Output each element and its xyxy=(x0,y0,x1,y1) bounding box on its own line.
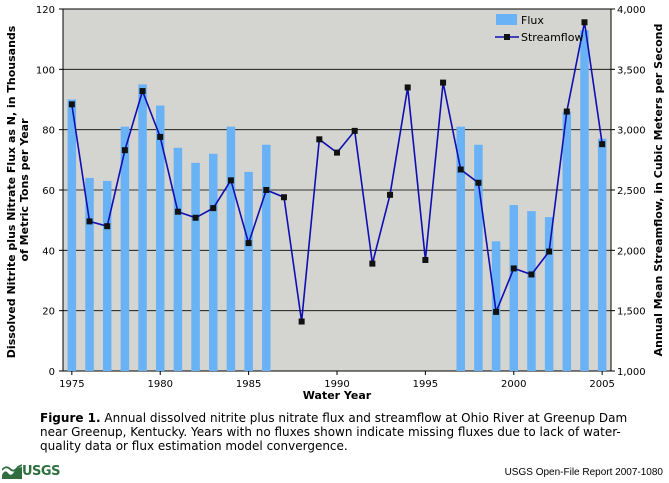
streamflow-point-1989 xyxy=(316,136,323,143)
flux-bar-1982 xyxy=(191,162,200,371)
right-axis-title: Annual Mean Streamflow, in Cubic Meters … xyxy=(652,24,665,357)
flux-bar-1983 xyxy=(209,153,218,371)
flux-bar-2005 xyxy=(597,138,607,371)
streamflow-point-1990 xyxy=(334,149,340,156)
flux-bar-1984 xyxy=(226,126,236,372)
flux-bar-2002 xyxy=(544,217,554,371)
legend-streamflow-marker xyxy=(504,34,510,40)
flux-bar-1998 xyxy=(474,144,483,371)
figure-caption-text: Annual dissolved nitrite plus nitrate fl… xyxy=(40,411,628,453)
streamflow-point-1987 xyxy=(280,194,287,201)
streamflow-point-1993 xyxy=(387,191,394,198)
left-axis-title-line-2: of Metric Tons per Year xyxy=(18,118,31,262)
left-tick-label-80: 80 xyxy=(42,126,55,137)
left-axis-title-line-1: Dissolved Nitrite plus Nitrate Flux as N… xyxy=(5,25,18,358)
streamflow-point-1998 xyxy=(475,179,482,186)
streamflow-point-2002 xyxy=(546,248,553,255)
legend-streamflow-label: Streamflow xyxy=(521,31,583,44)
streamflow-point-1978 xyxy=(121,147,128,154)
streamflow-point-1995 xyxy=(422,256,429,263)
flux-bar-1981 xyxy=(173,147,183,371)
streamflow-point-1985 xyxy=(245,240,252,247)
streamflow-point-2004 xyxy=(581,19,588,26)
right-tick-label-3000: 3,000 xyxy=(617,126,646,137)
flux-bar-1975 xyxy=(67,99,77,371)
x-tick-label-2005: 2005 xyxy=(589,379,614,390)
flux-bar-1977 xyxy=(102,180,112,371)
streamflow-point-1982 xyxy=(192,214,199,221)
flux-bar-1976 xyxy=(85,177,94,371)
left-tick-label-20: 20 xyxy=(42,307,55,318)
streamflow-point-1979 xyxy=(139,88,146,95)
left-tick-label-120: 120 xyxy=(36,5,55,16)
streamflow-point-1992 xyxy=(369,260,376,267)
right-tick-label-4000: 4,000 xyxy=(617,5,646,16)
streamflow-point-1999 xyxy=(493,308,500,315)
streamflow-line xyxy=(68,19,606,325)
right-tick-label-1000: 1,000 xyxy=(617,367,646,378)
streamflow-point-1975 xyxy=(68,101,75,108)
streamflow-point-1977 xyxy=(104,223,111,230)
streamflow-point-1997 xyxy=(457,166,464,173)
x-tick-label-2000: 2000 xyxy=(501,379,526,390)
streamflow-point-1996 xyxy=(440,79,447,86)
x-axis-title: Water Year xyxy=(303,389,372,402)
x-tick-label-1975: 1975 xyxy=(59,379,84,390)
flux-bar-2001 xyxy=(527,211,536,371)
x-axis-ticks: 1975 1980 1985 1990 1995 2000 2005 xyxy=(59,371,615,390)
streamflow-point-2000 xyxy=(510,265,517,272)
legend: Flux Streamflow xyxy=(495,14,583,44)
flux-bar-1985 xyxy=(244,171,253,371)
streamflow-point-1976 xyxy=(86,218,93,225)
right-tick-label-3500: 3,500 xyxy=(617,65,646,76)
left-axis-ticks: 0 20 40 60 80 100 120 xyxy=(36,5,63,378)
left-tick-label-0: 0 xyxy=(49,367,55,378)
x-tick-label-1995: 1995 xyxy=(413,379,438,390)
flux-bar-1986 xyxy=(262,144,271,371)
figure-caption: Figure 1. Annual dissolved nitrite plus … xyxy=(40,411,640,453)
streamflow-point-2005 xyxy=(599,141,606,148)
streamflow-point-1983 xyxy=(210,205,217,212)
figure-caption-label: Figure 1. xyxy=(40,411,101,425)
streamflow-point-2003 xyxy=(563,108,570,115)
flux-bar-2000 xyxy=(509,205,519,371)
combo-chart: 1975 1980 1985 1990 1995 2000 2005 0 20 40 60 80 10… xyxy=(5,5,665,402)
flux-bar-1979 xyxy=(138,84,147,372)
x-tick-label-1980: 1980 xyxy=(147,379,172,390)
right-axis-ticks: 1,000 1,500 2,000 2,500 3,000 3,500 4,000 xyxy=(611,5,646,378)
usgs-logo-text: USGS xyxy=(22,463,60,479)
flux-bar-1980 xyxy=(155,105,165,372)
streamflow-point-2001 xyxy=(528,271,535,278)
left-tick-label-60: 60 xyxy=(42,186,55,197)
streamflow-point-1991 xyxy=(351,127,358,134)
usgs-wave-icon xyxy=(2,464,22,479)
flux-bar-2004 xyxy=(580,30,589,371)
left-tick-label-100: 100 xyxy=(36,65,55,76)
flux-bar-1997 xyxy=(456,126,465,372)
right-tick-label-2500: 2,500 xyxy=(617,186,646,197)
flux-bar-1978 xyxy=(120,126,130,372)
left-tick-label-40: 40 xyxy=(42,246,55,257)
streamflow-point-1988 xyxy=(298,318,305,325)
right-tick-label-1500: 1,500 xyxy=(617,307,646,318)
x-tick-label-1985: 1985 xyxy=(236,379,261,390)
usgs-logo: USGS xyxy=(2,461,60,481)
legend-flux-swatch xyxy=(496,14,517,25)
left-axis-title: Dissolved Nitrite plus Nitrate Flux as N… xyxy=(5,22,31,358)
gridlines xyxy=(63,68,611,312)
report-number: USGS Open-File Report 2007-1080 xyxy=(504,467,663,478)
streamflow-point-1994 xyxy=(404,84,411,91)
streamflow-point-1981 xyxy=(174,208,181,215)
legend-flux-label: Flux xyxy=(521,14,544,27)
streamflow-point-1980 xyxy=(157,133,164,140)
streamflow-point-1984 xyxy=(227,177,234,184)
flux-bars xyxy=(67,30,607,372)
flux-bar-2003 xyxy=(562,111,572,372)
right-tick-label-2000: 2,000 xyxy=(617,246,646,257)
streamflow-point-1986 xyxy=(263,187,270,193)
x-tick-label-1990: 1990 xyxy=(324,379,349,390)
